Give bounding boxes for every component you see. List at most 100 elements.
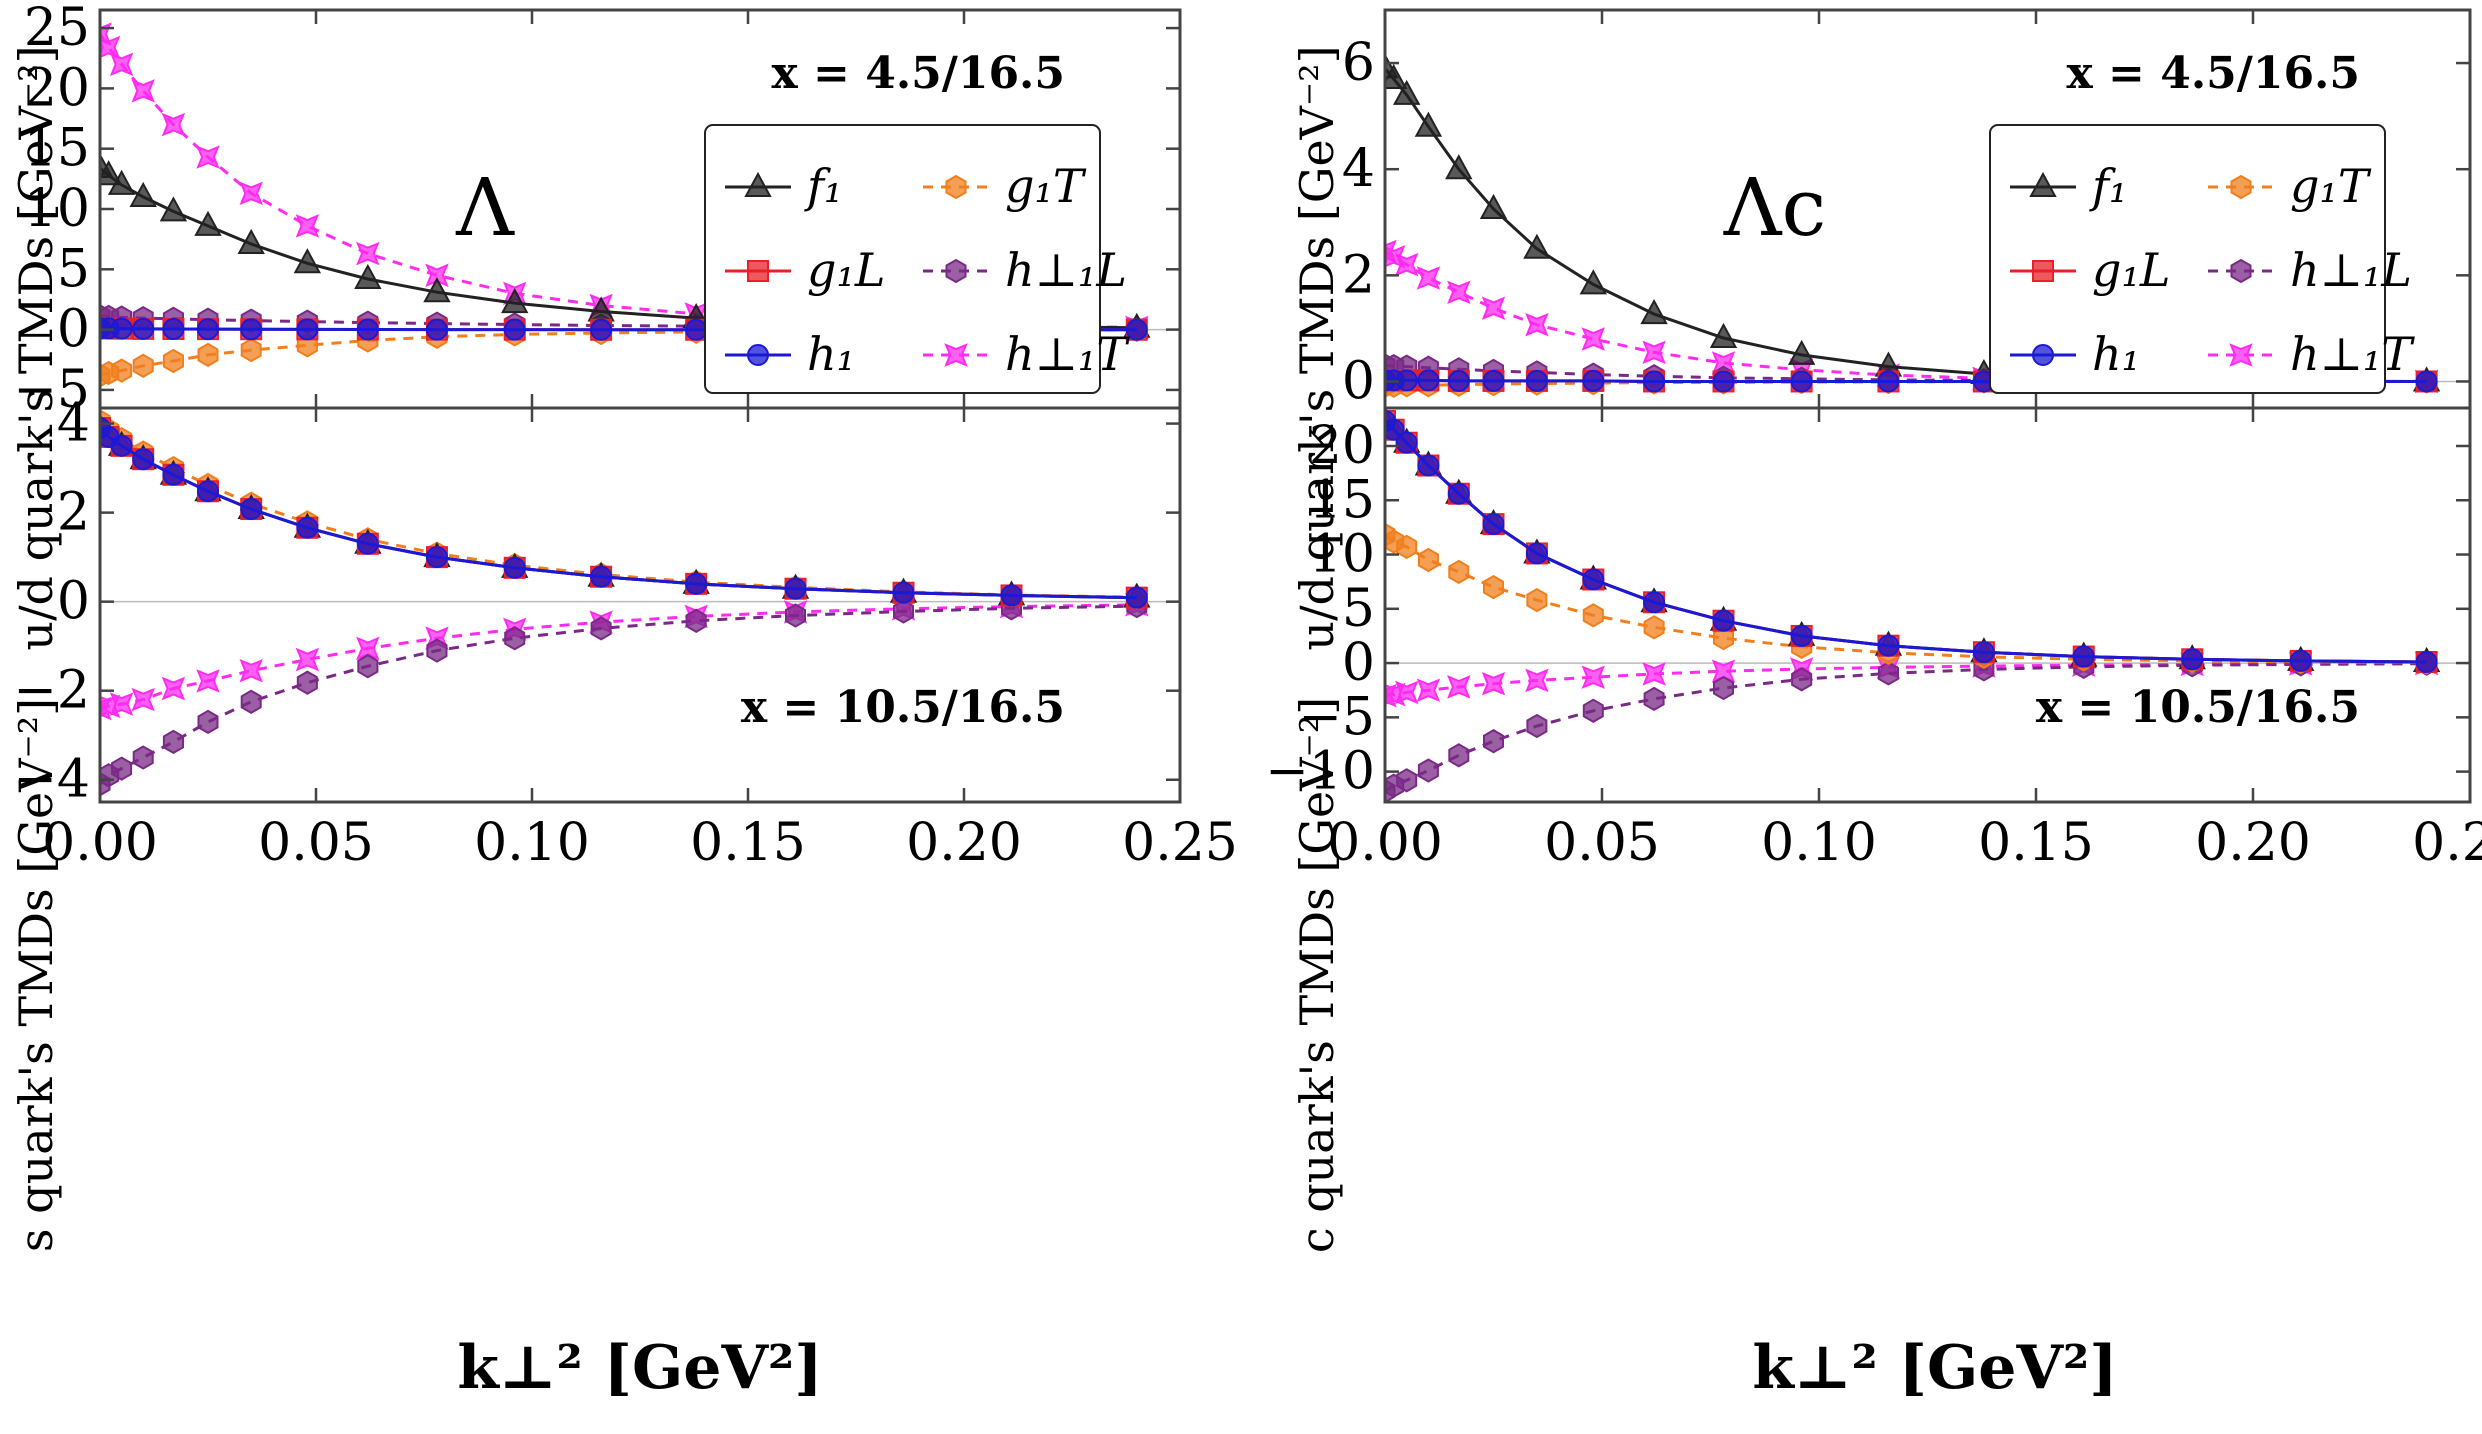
point-f1 bbox=[1579, 269, 1608, 295]
point-f1 bbox=[194, 210, 222, 236]
legend-marker-g1L bbox=[2032, 260, 2054, 282]
legend-label-h1Lperp: h⊥₁L bbox=[2290, 243, 2412, 297]
point-h1 bbox=[2415, 650, 2438, 673]
point-h1 bbox=[240, 498, 263, 521]
point-h1 bbox=[685, 318, 708, 341]
point-h1Tperp bbox=[1581, 327, 1606, 351]
point-h1 bbox=[1482, 369, 1505, 392]
point-h1Tperp bbox=[1481, 296, 1506, 320]
point-h1Tperp bbox=[161, 676, 186, 701]
y-tick-label: −5 bbox=[13, 360, 90, 420]
y-tick-label: −10 bbox=[1265, 742, 1375, 802]
legend-marker-h1Lperp bbox=[945, 258, 967, 284]
y-tick-label: 10 bbox=[24, 179, 90, 239]
point-h1Lperp bbox=[162, 729, 184, 755]
point-h1 bbox=[1395, 431, 1418, 454]
point-h1 bbox=[1000, 584, 1023, 607]
x-tick-label: 0.10 bbox=[474, 813, 590, 873]
y-tick-label: 2 bbox=[1342, 245, 1375, 305]
series-group bbox=[1385, 408, 2441, 802]
legend-marker-g1T bbox=[2230, 174, 2252, 200]
point-h1 bbox=[1447, 369, 1470, 392]
y-axis-title-right-bottom: c quark's TMDs [GeV⁻²] bbox=[1290, 697, 1344, 1253]
point-h1 bbox=[132, 448, 155, 471]
point-h1 bbox=[1417, 454, 1440, 477]
point-h1 bbox=[132, 317, 155, 340]
y-tick-label: 5 bbox=[57, 239, 90, 299]
point-h1 bbox=[1447, 482, 1470, 505]
point-f1 bbox=[1479, 193, 1508, 219]
point-h1 bbox=[425, 546, 448, 569]
point-f1 bbox=[1640, 298, 1668, 325]
legend-marker-h1Tperp bbox=[944, 343, 968, 367]
legend-marker-g1T bbox=[945, 174, 967, 200]
point-h1 bbox=[1712, 609, 1735, 632]
series-line-g1L bbox=[1385, 419, 2427, 664]
x-tick-label: 0.20 bbox=[906, 813, 1022, 873]
legend-label-g1T: g₁T bbox=[2290, 159, 2372, 213]
point-h1Tperp bbox=[196, 145, 220, 169]
hadron-label-lambda-c: Λc bbox=[1723, 161, 1827, 254]
point-g1T bbox=[1448, 559, 1470, 585]
x-axis-title-right: k⊥² [GeV²] bbox=[1752, 1333, 2117, 1403]
y-axis-title-left-top: u/d quark's TMDs [GeV⁻²] bbox=[9, 45, 63, 650]
point-f1 bbox=[107, 169, 136, 195]
point-h1Tperp bbox=[100, 35, 121, 60]
legend-marker-h1 bbox=[747, 344, 769, 366]
point-g1T bbox=[197, 342, 219, 368]
point-h1 bbox=[296, 318, 319, 341]
point-h1Lperp bbox=[1417, 758, 1439, 783]
point-h1 bbox=[1385, 418, 1405, 441]
legend-label-g1L: g₁L bbox=[2092, 243, 2170, 297]
point-h1 bbox=[240, 318, 263, 341]
point-h1 bbox=[503, 556, 526, 579]
y-tick-label: 2 bbox=[57, 483, 90, 543]
legend-marker-f1 bbox=[2029, 171, 2057, 197]
point-g1T bbox=[240, 337, 262, 363]
point-f1 bbox=[237, 228, 265, 254]
legend-label-g1T: g₁T bbox=[1005, 159, 1087, 213]
point-h1Lperp bbox=[504, 626, 526, 651]
y-tick-label: 5 bbox=[1342, 579, 1375, 639]
chart-panel-2: 0 2 4 6 f₁ g₁T g₁L h⊥₁L h₁ h⊥₁T bbox=[1342, 8, 2472, 411]
point-h1Tperp bbox=[109, 692, 134, 716]
legend-label-h1: h₁ bbox=[2092, 327, 2140, 381]
plot-frame bbox=[1383, 406, 2472, 804]
point-g1T bbox=[111, 358, 133, 383]
point-h1Lperp bbox=[1526, 713, 1548, 739]
point-h1Lperp bbox=[240, 689, 262, 714]
point-h1Tperp bbox=[109, 52, 134, 77]
point-g1T bbox=[1396, 534, 1418, 560]
point-h1Lperp bbox=[197, 709, 219, 735]
point-h1Tperp bbox=[239, 181, 263, 206]
point-h1 bbox=[1582, 568, 1605, 591]
point-h1Lperp bbox=[1643, 686, 1665, 712]
x-axis-title-left: k⊥² [GeV²] bbox=[457, 1333, 822, 1403]
point-h1Tperp bbox=[1394, 680, 1419, 705]
point-h1Tperp bbox=[1711, 659, 1736, 683]
point-g1T bbox=[1483, 574, 1504, 600]
panel-title-left-top: x = 4.5/16.5 bbox=[771, 48, 1065, 99]
point-h1 bbox=[197, 318, 219, 341]
y-tick-label: 0 bbox=[57, 572, 90, 632]
legend-label-g1L: g₁L bbox=[807, 243, 885, 297]
point-h1 bbox=[162, 318, 185, 341]
point-h1 bbox=[503, 318, 526, 341]
point-h1Tperp bbox=[1447, 675, 1471, 699]
legend: f₁ g₁T g₁L h⊥₁L h₁ h⊥₁T bbox=[704, 124, 1130, 394]
point-h1Tperp bbox=[161, 112, 186, 137]
y-tick-label: 15 bbox=[1309, 470, 1375, 530]
point-f1 bbox=[293, 248, 322, 274]
point-h1 bbox=[425, 318, 448, 341]
point-h1 bbox=[2415, 370, 2438, 393]
point-h1Tperp bbox=[1581, 665, 1606, 689]
point-h1Tperp bbox=[1416, 678, 1441, 702]
point-h1Tperp bbox=[1416, 266, 1441, 290]
point-h1Tperp bbox=[1642, 662, 1666, 686]
y-tick-label: 15 bbox=[24, 119, 90, 179]
point-h1Lperp bbox=[426, 638, 448, 663]
panel-title-right-bottom: x = 10.5/16.5 bbox=[2036, 682, 2360, 733]
point-h1 bbox=[1972, 641, 1995, 664]
point-g1T bbox=[1417, 547, 1439, 573]
